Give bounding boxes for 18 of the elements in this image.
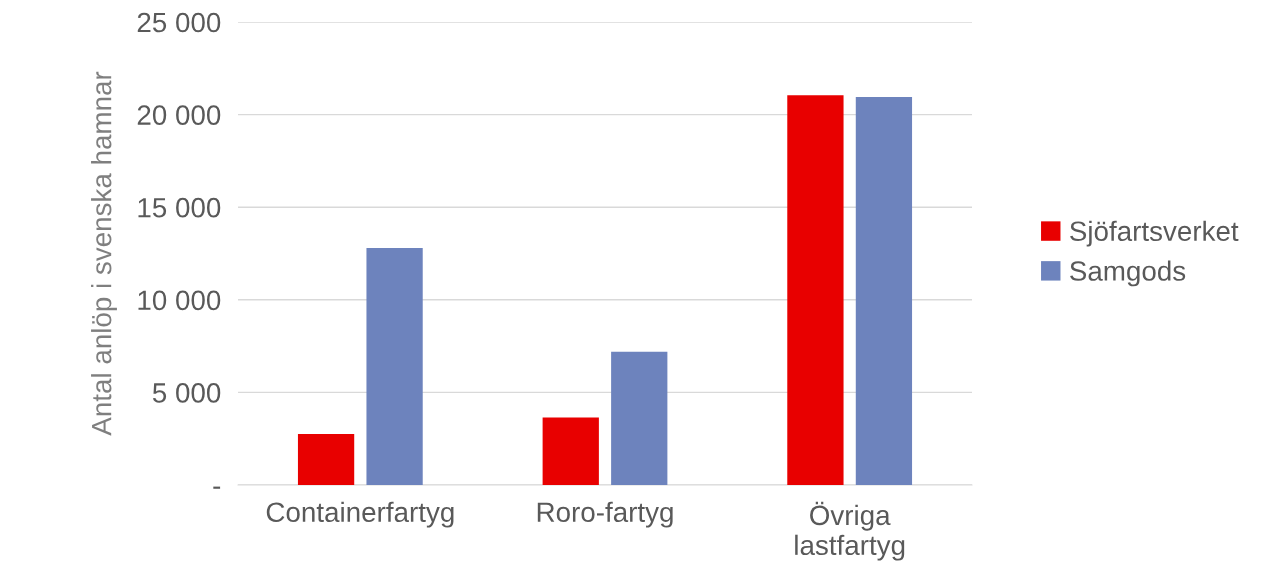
bar [855, 97, 913, 485]
legend-label: Samgods [1070, 260, 1186, 287]
bar [542, 417, 599, 485]
bar [787, 95, 844, 485]
bar [297, 434, 355, 485]
y-tick-label: 5 000 [152, 383, 221, 403]
x-tick-label: Övriga lastfartyg [795, 501, 905, 561]
y-tick-label: - [213, 486, 221, 489]
y-tick-label: 25 000 [137, 12, 221, 33]
legend-label: Sjöfartsverket [1070, 220, 1239, 247]
bar [611, 351, 668, 485]
y-axis-title: Antal anlöp i svenska hamnar [91, 71, 117, 436]
y-tick-label: 10 000 [138, 290, 221, 311]
bar [366, 247, 423, 485]
y-tick-label: 20 000 [137, 105, 221, 125]
y-tick-label: 15 000 [138, 197, 221, 218]
x-tick-label: Roro-fartyg [537, 501, 673, 528]
x-tick-label: Containerfartyg [266, 501, 454, 528]
